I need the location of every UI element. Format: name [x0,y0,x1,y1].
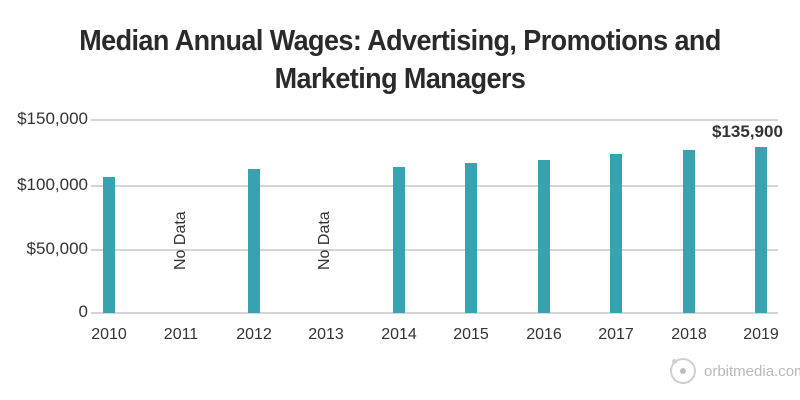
y-tick-150000: $150,000 [17,109,88,128]
watermark: orbitmedia.com [670,358,800,384]
gridline-0 [91,312,778,314]
x-tick-2010: 2010 [91,326,127,343]
chart-title-line-1: Median Annual Wages: Advertising, Promot… [79,25,721,57]
bar-2010 [103,177,115,313]
watermark-text: orbitmedia.com [704,362,800,380]
x-tick-2018: 2018 [671,326,707,343]
chart-title: Median Annual Wages: Advertising, Promot… [28,22,772,98]
orbit-logo-icon [670,358,696,384]
bar-2012 [248,169,260,313]
x-tick-2015: 2015 [453,326,489,343]
gridline-150000 [91,119,778,121]
no-data-label-2011: No Data [172,211,189,270]
x-tick-2012: 2012 [236,326,272,343]
data-label-2019: $135,900 [712,122,783,141]
gridline-50000 [91,249,778,251]
chart-title-line-2: Marketing Managers [274,63,526,95]
y-tick-50000: $50,000 [26,239,88,258]
gridline-100000 [91,185,778,187]
bar-2015 [465,163,477,313]
bar-2017 [610,154,622,313]
bar-2019 [755,147,767,313]
y-tick-100000: $100,000 [17,175,88,194]
x-tick-2016: 2016 [526,326,562,343]
bar-2014 [393,167,405,313]
x-tick-2013: 2013 [308,326,344,343]
y-tick-0: 0 [78,302,88,321]
x-tick-2019: 2019 [743,326,779,343]
x-tick-2017: 2017 [598,326,634,343]
x-tick-2014: 2014 [381,326,417,343]
bar-2018 [683,150,695,313]
x-tick-2011: 2011 [163,326,199,343]
bar-2016 [538,160,550,313]
no-data-label-2013: No Data [316,211,333,270]
